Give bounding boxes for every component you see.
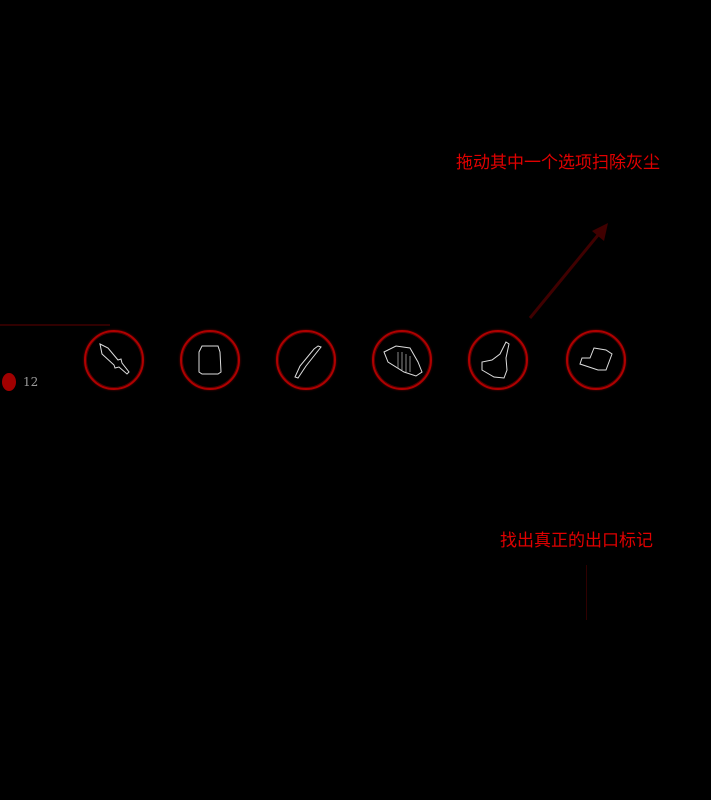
inventory-slot-jar[interactable] <box>180 330 240 390</box>
coin-count: 12 <box>23 375 39 389</box>
knife-icon <box>99 343 130 375</box>
inventory-slot-stick[interactable] <box>276 330 336 390</box>
inventory-slot-sponge[interactable] <box>566 330 626 390</box>
divider <box>586 565 587 620</box>
hud-bar <box>0 324 110 326</box>
feather-duster-icon <box>383 345 423 377</box>
inventory-slot-feather-duster[interactable] <box>372 330 432 390</box>
coin-icon <box>2 373 16 391</box>
inventory-slot-knife[interactable] <box>84 330 144 390</box>
hint-top: 拖动其中一个选项扫除灰尘 <box>456 153 660 173</box>
jar-icon <box>198 345 222 375</box>
brush-icon <box>481 341 510 379</box>
hint-bottom: 找出真正的出口标记 <box>500 531 653 551</box>
stick-icon <box>294 345 322 379</box>
inventory-slot-brush[interactable] <box>468 330 528 390</box>
arrow-icon <box>528 223 608 319</box>
sponge-icon <box>579 347 613 371</box>
